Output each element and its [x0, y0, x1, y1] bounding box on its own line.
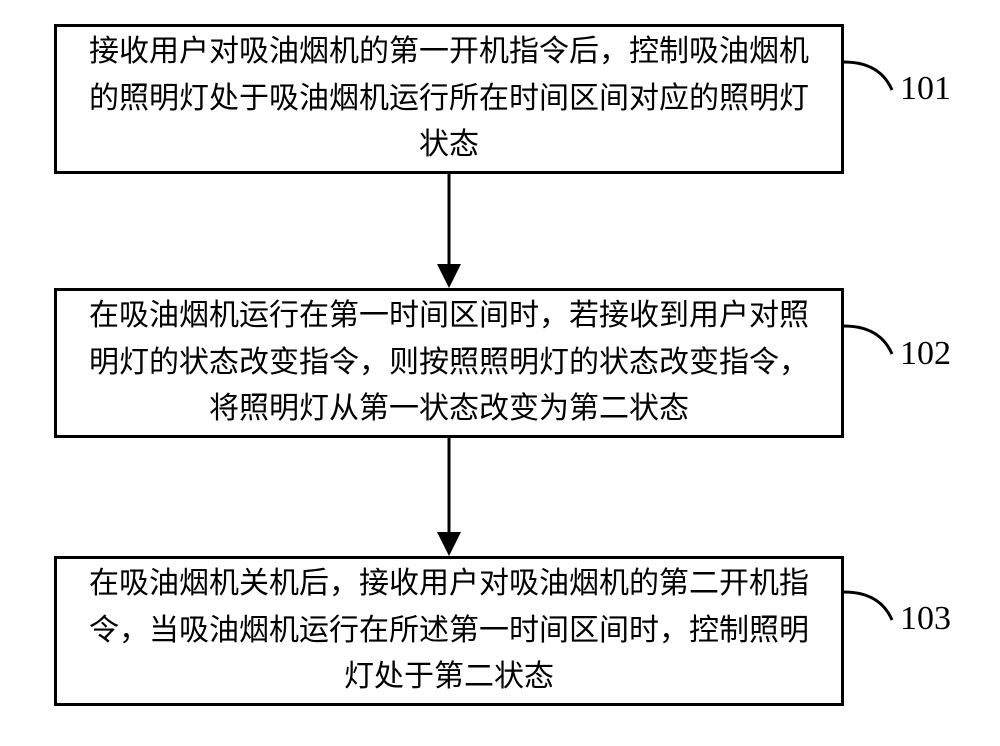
flowchart-canvas: 接收用户对吸油烟机的第一开机指令后，控制吸油烟机的照明灯处于吸油烟机运行所在时间… — [0, 0, 1000, 746]
flow-node-103-label: 103 — [900, 600, 951, 638]
label-connector-103 — [0, 0, 1000, 746]
